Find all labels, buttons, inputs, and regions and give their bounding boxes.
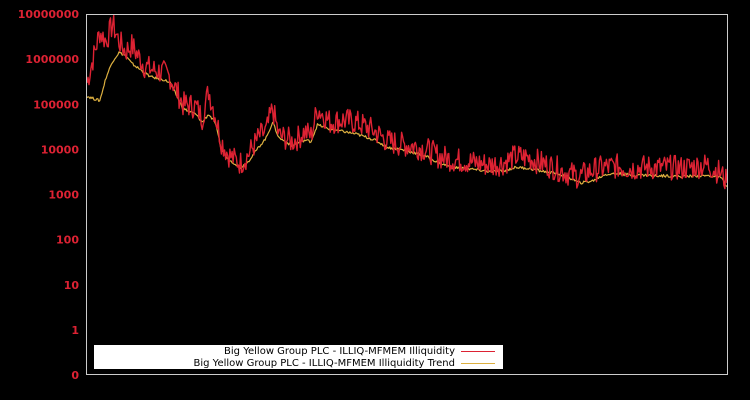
y-tick-label: 0	[71, 369, 79, 382]
y-tick-label: 1000000	[25, 53, 79, 66]
y-tick-label: 100	[56, 234, 79, 247]
series-illiquidity-line	[86, 14, 728, 190]
y-tick-label: 1000	[48, 189, 79, 202]
legend: Big Yellow Group PLC - ILLIQ-MFMEM Illiq…	[94, 345, 503, 369]
y-tick-label: 10	[64, 279, 80, 292]
y-tick-label: 100000	[33, 98, 79, 111]
series-layer	[86, 14, 728, 190]
y-tick-label: 10000000	[18, 8, 80, 21]
legend-swatch-illiquidity	[461, 350, 495, 352]
legend-swatch-trend	[461, 362, 495, 364]
legend-item-illiquidity: Big Yellow Group PLC - ILLIQ-MFMEM Illiq…	[224, 345, 495, 357]
legend-label-trend: Big Yellow Group PLC - ILLIQ-MFMEM Illiq…	[193, 357, 456, 369]
y-tick-label: 1	[71, 324, 79, 337]
y-tick-label: 10000	[41, 143, 80, 156]
legend-item-trend: Big Yellow Group PLC - ILLIQ-MFMEM Illiq…	[193, 357, 495, 369]
legend-label-illiquidity: Big Yellow Group PLC - ILLIQ-MFMEM Illiq…	[224, 345, 455, 357]
plot-frame	[86, 14, 728, 375]
